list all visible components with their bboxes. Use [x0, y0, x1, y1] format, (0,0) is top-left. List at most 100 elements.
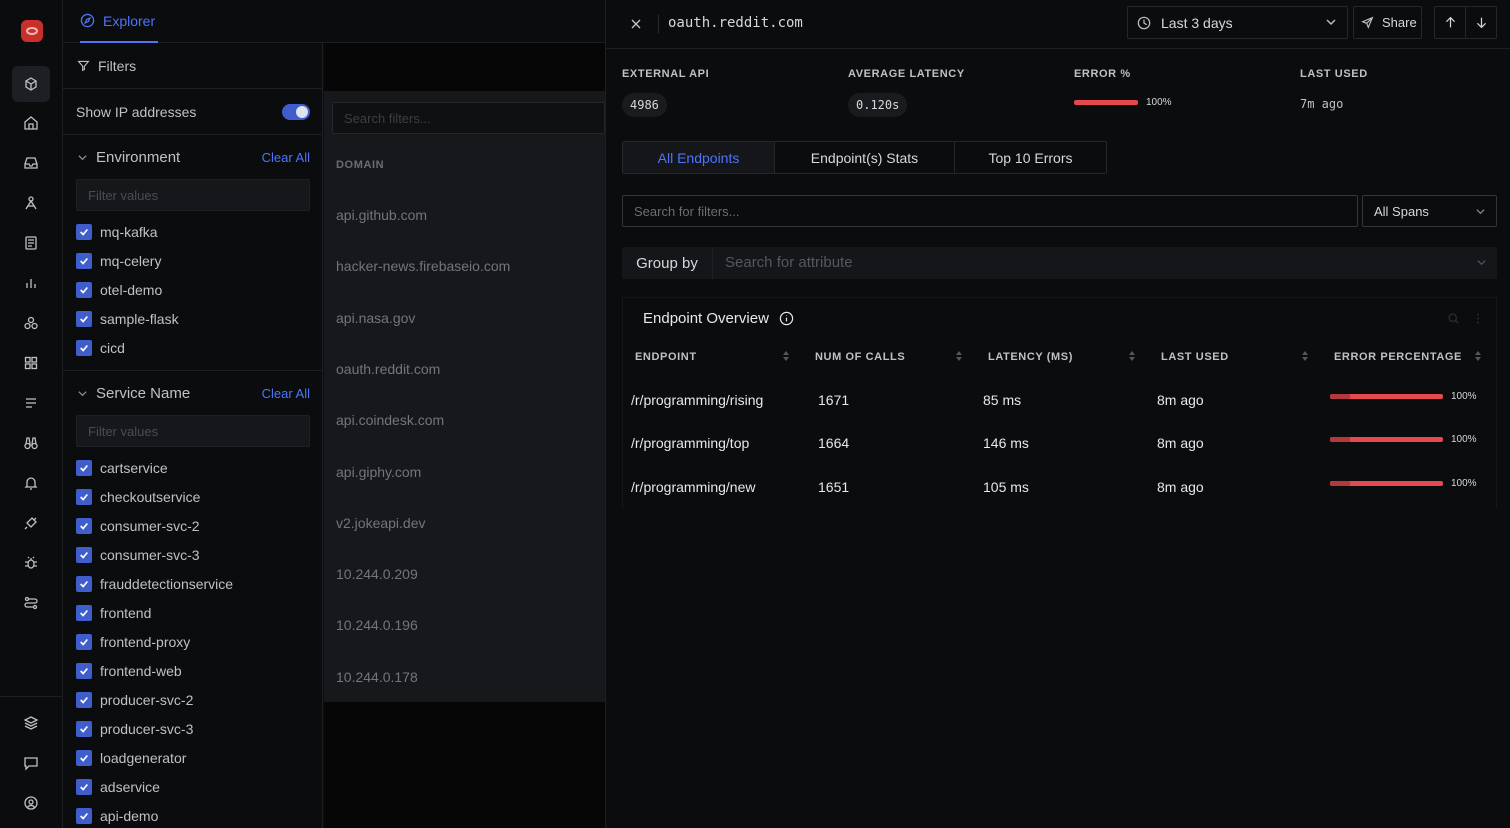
nav-traces-icon[interactable]	[12, 185, 50, 221]
tab-all-endpoints[interactable]: All Endpoints	[623, 142, 774, 173]
filter-option-frauddetectionservice[interactable]: frauddetectionservice	[63, 569, 322, 598]
endpoint-cell[interactable]: /r/programming/top	[631, 435, 750, 452]
checkbox[interactable]	[76, 488, 92, 505]
search-icon[interactable]	[1447, 312, 1460, 325]
more-vertical-icon[interactable]	[1476, 312, 1480, 325]
filter-option-producer-svc-3[interactable]: producer-svc-3	[63, 714, 322, 743]
nav-pipelines-icon[interactable]	[12, 585, 50, 621]
checkbox[interactable]	[76, 749, 92, 766]
previous-button[interactable]	[1435, 7, 1465, 38]
checkbox[interactable]	[76, 310, 92, 327]
checkbox[interactable]	[76, 459, 92, 476]
domain-row[interactable]: api.github.com	[336, 207, 428, 223]
checkbox[interactable]	[76, 252, 92, 269]
filter-option-consumer-svc-3[interactable]: consumer-svc-3	[63, 540, 322, 569]
nav-alerts-icon[interactable]	[12, 465, 50, 501]
sort-icon[interactable]	[955, 350, 963, 362]
checkbox[interactable]	[76, 778, 92, 795]
column-header-latency-ms[interactable]: LATENCY (MS)	[988, 351, 1074, 363]
nav-binoculars-icon[interactable]	[12, 425, 50, 461]
checkbox[interactable]	[76, 281, 92, 298]
column-header-last-used[interactable]: LAST USED	[1161, 351, 1229, 363]
nav-dashboards-icon[interactable]	[12, 345, 50, 381]
nav-chat-icon[interactable]	[12, 745, 50, 781]
nav-metrics-icon[interactable]	[12, 265, 50, 301]
sort-icon[interactable]	[1128, 350, 1136, 362]
nav-layers-icon[interactable]	[12, 705, 50, 741]
domain-row[interactable]: 10.244.0.196	[336, 617, 418, 634]
endpoint-cell[interactable]: /r/programming/rising	[631, 392, 764, 408]
sort-icon[interactable]	[1474, 350, 1482, 362]
column-header-num-of-calls[interactable]: NUM OF CALLS	[815, 351, 906, 363]
filter-option-sample-flask[interactable]: sample-flask	[63, 304, 322, 333]
service-name-header[interactable]: Service Name	[77, 385, 190, 402]
environment-filter-input[interactable]: Filter values	[76, 179, 310, 211]
filter-option-frontend[interactable]: frontend	[63, 598, 322, 627]
group-by-attribute-input[interactable]: Search for attribute	[725, 254, 853, 271]
checkbox[interactable]	[76, 517, 92, 534]
column-header-endpoint[interactable]: ENDPOINT	[635, 351, 697, 363]
filter-option-mq-celery[interactable]: mq-celery	[63, 246, 322, 275]
nav-inbox-icon[interactable]	[12, 145, 50, 181]
checkbox[interactable]	[76, 807, 92, 824]
nav-profile-icon[interactable]	[12, 785, 50, 821]
domain-row[interactable]: api.giphy.com	[336, 463, 422, 480]
checkbox[interactable]	[76, 633, 92, 650]
checkbox[interactable]	[76, 662, 92, 679]
domain-row[interactable]: oauth.reddit.com	[336, 360, 441, 377]
nav-integrations-icon[interactable]	[12, 505, 50, 541]
nav-services-icon[interactable]	[12, 66, 50, 102]
share-button[interactable]: Share	[1353, 6, 1422, 39]
sort-icon[interactable]	[1301, 350, 1309, 362]
nav-clusters-icon[interactable]	[12, 305, 50, 341]
domain-row[interactable]: api.nasa.gov	[336, 309, 416, 326]
filter-option-cartservice[interactable]: cartservice	[63, 453, 322, 482]
checkbox[interactable]	[76, 339, 92, 356]
time-range-select[interactable]: Last 3 days	[1127, 6, 1348, 39]
sort-icon[interactable]	[782, 350, 790, 362]
service-name-filter-input[interactable]: Filter values	[76, 415, 310, 447]
domain-row[interactable]: 10.244.0.209	[336, 566, 418, 583]
info-icon[interactable]	[779, 311, 794, 326]
nav-home-icon[interactable]	[12, 105, 50, 141]
show-ip-toggle[interactable]	[282, 103, 310, 120]
service-name-clear-all[interactable]: Clear All	[261, 385, 310, 401]
filter-option-api-demo[interactable]: api-demo	[63, 801, 322, 828]
chevron-down-icon[interactable]	[1476, 257, 1487, 268]
checkbox[interactable]	[76, 604, 92, 621]
checkbox[interactable]	[76, 691, 92, 708]
domain-row[interactable]: hacker-news.firebaseio.com	[336, 258, 511, 275]
tab-explorer[interactable]: Explorer	[80, 0, 159, 43]
environment-header[interactable]: Environment	[77, 149, 180, 166]
tab-endpoint-stats[interactable]: Endpoint(s) Stats	[774, 142, 954, 173]
endpoint-search-input[interactable]: Search for filters...	[622, 195, 1358, 227]
tab-top-10-errors[interactable]: Top 10 Errors	[954, 142, 1106, 173]
next-button[interactable]	[1465, 7, 1496, 38]
nav-list-icon[interactable]	[12, 385, 50, 421]
filter-option-mq-kafka[interactable]: mq-kafka	[63, 217, 322, 246]
endpoint-cell[interactable]: /r/programming/new	[631, 478, 756, 495]
filter-option-checkoutservice[interactable]: checkoutservice	[63, 482, 322, 511]
checkbox[interactable]	[76, 223, 92, 240]
column-header-error-percentage[interactable]: ERROR PERCENTAGE	[1334, 351, 1462, 363]
environment-clear-all[interactable]: Clear All	[261, 149, 310, 165]
filter-option-frontend-web[interactable]: frontend-web	[63, 656, 322, 685]
filter-option-cicd[interactable]: cicd	[63, 333, 322, 362]
filter-option-producer-svc-2[interactable]: producer-svc-2	[63, 685, 322, 714]
checkbox[interactable]	[76, 720, 92, 737]
domain-row[interactable]: v2.jokeapi.dev	[336, 514, 426, 531]
filter-option-adservice[interactable]: adservice	[63, 772, 322, 801]
checkbox[interactable]	[76, 575, 92, 592]
domain-search-input[interactable]: Search filters...	[332, 102, 605, 134]
filter-option-otel-demo[interactable]: otel-demo	[63, 275, 322, 304]
domain-row[interactable]: 10.244.0.178	[336, 668, 418, 685]
filter-option-consumer-svc-2[interactable]: consumer-svc-2	[63, 511, 322, 540]
nav-logs-icon[interactable]	[12, 225, 50, 261]
spans-select[interactable]: All Spans	[1362, 195, 1497, 227]
checkbox[interactable]	[76, 546, 92, 563]
close-icon[interactable]	[628, 16, 644, 32]
filter-option-loadgenerator[interactable]: loadgenerator	[63, 743, 322, 772]
filter-option-frontend-proxy[interactable]: frontend-proxy	[63, 627, 322, 656]
domain-row[interactable]: api.coindesk.com	[336, 412, 445, 429]
app-logo-icon[interactable]	[21, 20, 43, 42]
